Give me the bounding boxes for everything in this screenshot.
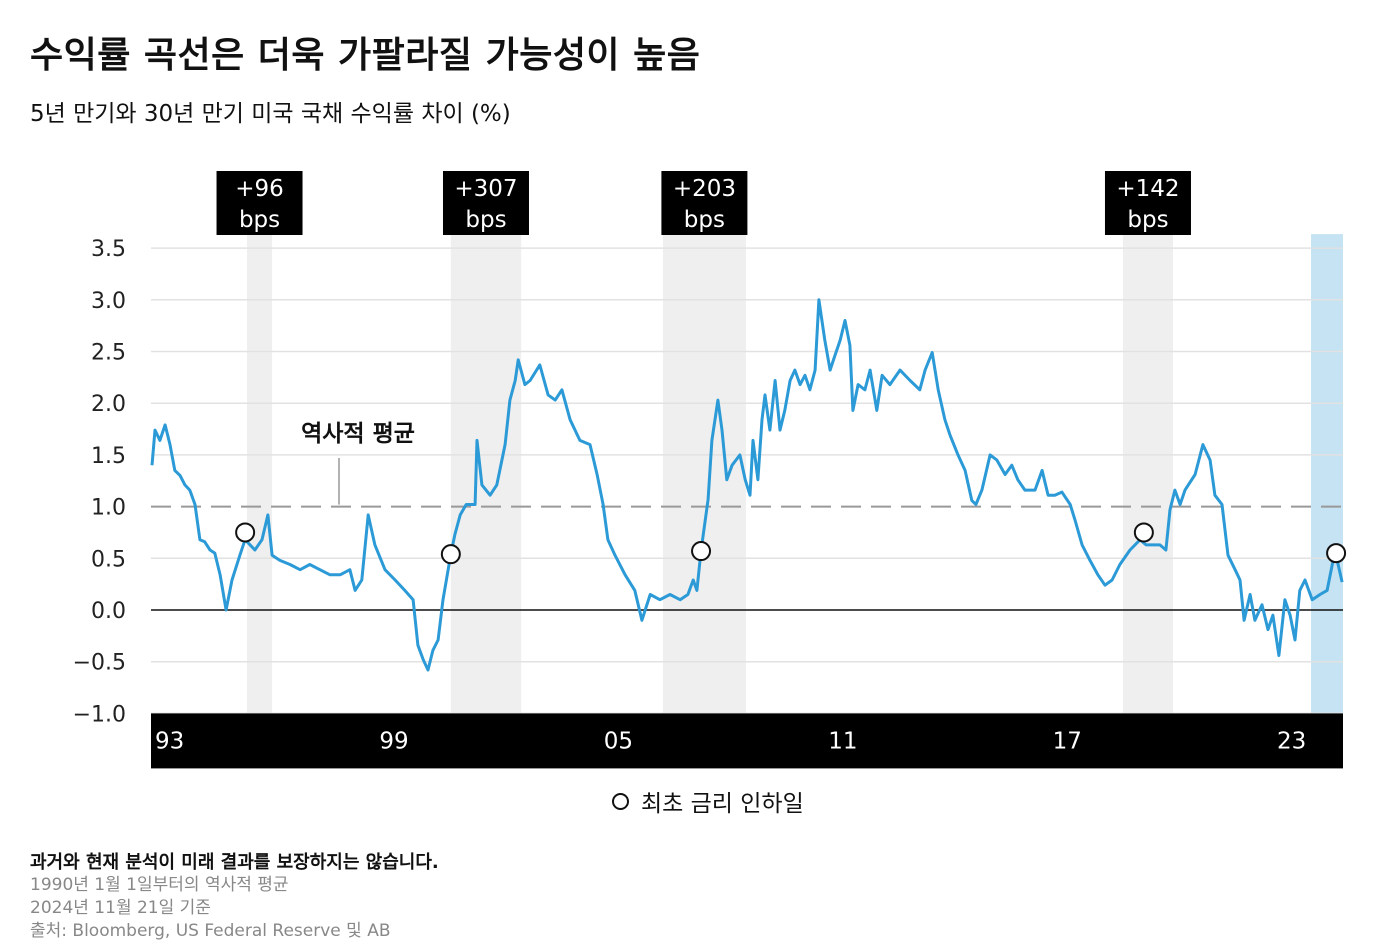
first-rate-cut-marker	[1133, 522, 1154, 543]
yield-spread-line	[150, 298, 1344, 672]
note-source: 출처: Bloomberg, US Federal Reserve 및 AB	[30, 921, 391, 941]
period-label-box	[216, 171, 303, 235]
first-rate-cut-marker	[235, 522, 256, 543]
first-rate-cut-marker	[440, 544, 461, 565]
note-average: 1990년 1월 1일부터의 역사적 평균	[30, 875, 289, 895]
period-change-value: +203	[673, 176, 736, 202]
period-change-unit: bps	[684, 207, 725, 233]
disclaimer: 과거와 현재 분석이 미래 결과를 보장하지는 않습니다.	[30, 852, 439, 873]
y-tick-label: 3.0	[91, 289, 126, 314]
chart: 3.5 3.0 2.5 2.0 1.5 1.0 0.5 0.0 −0.5 −1.0 역사적 평균 +9…	[73, 171, 1347, 769]
x-axis-band	[151, 713, 1343, 769]
legend: 최초 금리 인하일	[612, 784, 804, 818]
period-change-value: +142	[1116, 176, 1179, 202]
legend-label: 최초 금리 인하일	[641, 791, 804, 817]
steepening-period-shade	[662, 234, 746, 714]
period-label-box	[661, 171, 748, 235]
first-rate-cut-marker	[691, 541, 712, 562]
period-change-value: +96	[235, 176, 284, 202]
steepening-period-shade	[1122, 234, 1174, 714]
current-period-shade	[1311, 234, 1343, 714]
x-tick-label: 99	[379, 728, 408, 754]
y-tick-label: 0.5	[91, 547, 126, 572]
steepening-period-shade	[450, 234, 522, 714]
y-tick-label: 1.0	[91, 496, 126, 521]
x-tick-label: 05	[604, 728, 633, 754]
x-tick-label: 17	[1053, 728, 1082, 754]
chart-title: 수익률 곡선은 더욱 가팔라질 가능성이 높음	[30, 35, 701, 76]
period-change-value: +307	[454, 176, 517, 202]
y-tick-label: 1.5	[91, 444, 126, 469]
y-tick-label: −1.0	[73, 702, 126, 727]
first-rate-cut-marker	[1326, 543, 1347, 564]
note-date: 2024년 11월 21일 기준	[30, 898, 211, 918]
period-change-unit: bps	[239, 207, 280, 233]
steepening-period-shade	[247, 234, 273, 714]
y-tick-label: 2.0	[91, 392, 126, 417]
average-label: 역사적 평균	[301, 421, 415, 447]
y-tick-label: 0.0	[91, 599, 126, 624]
x-tick-label: 11	[828, 728, 857, 754]
chart-subtitle: 5년 만기와 30년 만기 미국 국채 수익률 차이 (%)	[30, 101, 511, 127]
y-tick-label: 3.5	[91, 237, 126, 262]
period-change-unit: bps	[1127, 207, 1168, 233]
x-tick-label: 23	[1277, 728, 1306, 754]
rate-cut-marker-icon	[612, 792, 629, 810]
period-change-unit: bps	[465, 207, 506, 233]
period-label-box	[442, 171, 529, 235]
footnotes: 과거와 현재 분석이 미래 결과를 보장하지는 않습니다. 1990년 1월 1…	[30, 851, 439, 943]
x-tick-label: 93	[155, 728, 184, 754]
y-tick-label: −0.5	[73, 651, 126, 676]
y-tick-label: 2.5	[91, 341, 126, 366]
period-label-box	[1104, 171, 1191, 235]
